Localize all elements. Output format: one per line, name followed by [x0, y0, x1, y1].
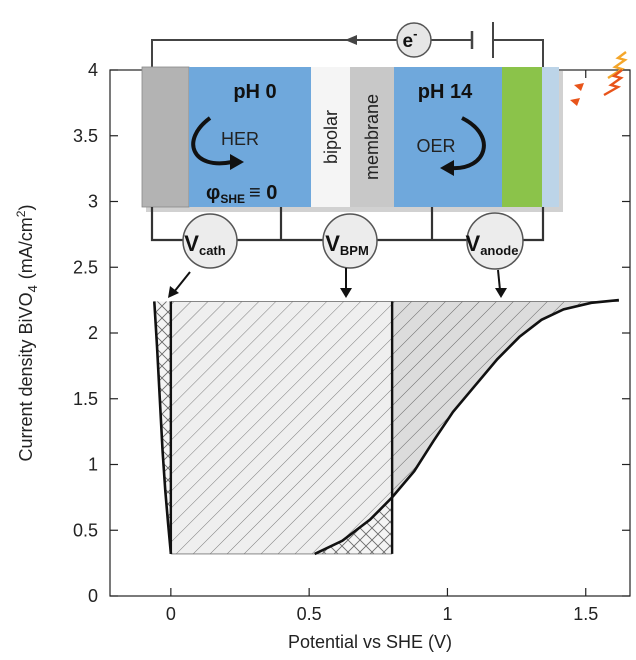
phi-she-label: φSHE ≡ 0 [206, 182, 277, 206]
y-axis-title-main: Current density BiVO [16, 292, 36, 461]
y-axis-title: Current density BiVO4 (mA/cm2) [14, 205, 40, 462]
y-tick-label: 0.5 [73, 520, 98, 540]
y-tick-label: 2 [88, 323, 98, 343]
her-arrow [191, 116, 233, 166]
v-bpm-badge: VBPM [322, 213, 378, 269]
v-cath-pointer [173, 271, 191, 293]
x-tick-label: 1 [442, 604, 452, 624]
light-ray-2 [603, 69, 624, 97]
x-tick-label: 0 [166, 604, 176, 624]
y-tick-label: 3.5 [73, 126, 98, 146]
pointer-arrows [168, 268, 507, 298]
y-tick-label: 2.5 [73, 257, 98, 277]
y-tick-label: 3 [88, 192, 98, 212]
electron-badge [396, 22, 432, 58]
v-cath-sub: cath [199, 243, 226, 258]
curves [153, 298, 620, 556]
oer-arrow-head [440, 160, 454, 176]
v-bpm-sub: BPM [340, 243, 369, 258]
x-tick-label: 1.5 [573, 604, 598, 624]
v-anode-badge: Vanode [466, 212, 524, 270]
glass-substrate [542, 67, 559, 207]
y-axis-title-unit: (mA/cm [16, 217, 36, 279]
bipolar-membrane-right [350, 67, 394, 207]
x-tick-label: 0.5 [297, 604, 322, 624]
y-axis-title-sub: 4 [25, 285, 40, 292]
oer-label: OER [416, 136, 455, 156]
v-bpm-pointer-head [340, 288, 352, 298]
cathode-electrolyte [189, 67, 311, 207]
electron-flow-arrow [345, 35, 357, 45]
v-anode-pointer-head [495, 288, 507, 298]
cathode-electrode [141, 66, 190, 208]
light-ray-head-2 [570, 98, 580, 106]
photoanode-layer [502, 67, 542, 207]
v-bpm-label: VBPM [325, 231, 369, 258]
cathode-ph-label: pH 0 [233, 81, 276, 103]
bpm-label-line1: bipolar [321, 110, 341, 164]
hatched-regions [154, 300, 619, 555]
y-tick-label: 1.5 [73, 389, 98, 409]
bpm-label-line2: membrane [362, 94, 382, 180]
y-axis-title-unit-end: ) [16, 205, 36, 211]
external-circuit-wire [151, 28, 544, 67]
her-label: HER [221, 129, 259, 149]
electron-label: e- [403, 26, 418, 52]
y-tick-label: 1 [88, 455, 98, 475]
overlap-region [314, 497, 393, 554]
y-axis-title-unit-sup: 2 [14, 210, 28, 217]
bipolar-membrane-left [311, 67, 350, 207]
v-cath-pointer-head [168, 286, 179, 298]
bivo4-curve [314, 298, 620, 556]
electron-sup: - [413, 26, 417, 41]
cathode-curve [153, 301, 173, 555]
phi-she-sub: SHE [220, 192, 245, 206]
v-anode-pointer [497, 269, 501, 291]
phi-she-eq: ≡ 0 [249, 182, 277, 204]
y-tick-label: 4 [88, 60, 98, 80]
anode-ph-label: pH 14 [418, 81, 473, 103]
her-arrow-head [230, 154, 244, 170]
v-anode-sub: anode [480, 243, 518, 258]
v-cath-label: Vcath [184, 231, 225, 258]
v-anode-label: Vanode [466, 231, 519, 258]
cell-diagram: e- pH 0 HER φSHE ≡ 0 bipolar membrane pH … [141, 22, 628, 298]
y-axis-ticks: 0 0.5 1 1.5 2 2.5 3 3.5 4 [73, 60, 630, 606]
light-ray-head-1 [574, 83, 584, 91]
x-axis-title: Potential vs SHE (V) [288, 632, 452, 652]
y-tick-label: 0 [88, 586, 98, 606]
oer-arrow [451, 116, 486, 171]
bpm-region [170, 301, 393, 554]
light-rays [570, 51, 628, 106]
v-cath-badge: Vcath [182, 213, 238, 269]
anode-region [392, 300, 619, 498]
